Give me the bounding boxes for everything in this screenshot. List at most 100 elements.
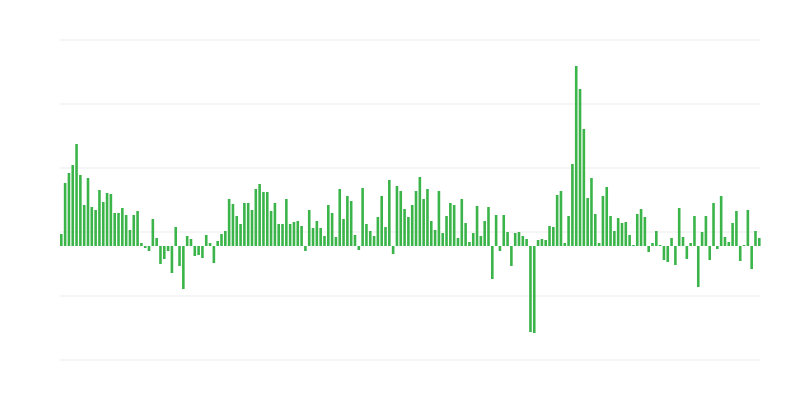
bar	[693, 216, 696, 246]
bar	[571, 164, 574, 246]
bar	[578, 89, 582, 246]
bar	[304, 246, 307, 251]
bar	[643, 217, 647, 246]
bar	[185, 236, 189, 246]
bar	[689, 243, 692, 246]
bar	[197, 246, 200, 255]
bar	[639, 209, 643, 246]
bar	[704, 216, 708, 246]
bar	[281, 224, 284, 246]
bar	[696, 246, 700, 287]
bar	[334, 237, 338, 246]
bar	[742, 245, 746, 246]
bar	[269, 211, 273, 246]
bar	[655, 231, 658, 246]
bar	[227, 199, 231, 246]
bar	[189, 239, 193, 246]
bar	[265, 192, 269, 246]
bar	[193, 246, 197, 256]
bar	[113, 213, 116, 246]
bar	[758, 238, 761, 246]
bar	[296, 221, 300, 246]
bar	[368, 231, 372, 246]
bar	[441, 233, 445, 246]
bar	[220, 234, 223, 246]
bar	[464, 223, 467, 246]
bar	[555, 195, 559, 246]
bar	[616, 218, 620, 246]
bar	[204, 235, 208, 246]
bar	[307, 210, 311, 246]
bar	[754, 231, 757, 246]
bar	[117, 213, 120, 246]
bar	[235, 216, 239, 246]
bar	[670, 238, 673, 246]
bar	[628, 235, 631, 246]
bar	[208, 243, 212, 246]
bar	[346, 196, 349, 246]
bar	[735, 211, 738, 246]
bar	[567, 216, 570, 246]
bar	[635, 214, 639, 246]
bar	[121, 208, 124, 246]
bar	[624, 222, 628, 246]
bar	[708, 246, 712, 260]
bar	[262, 192, 265, 246]
bar	[300, 226, 303, 246]
bar	[647, 246, 650, 252]
bar	[330, 213, 334, 246]
bar	[86, 178, 90, 246]
bar	[559, 191, 563, 246]
bar	[353, 235, 357, 246]
bar	[101, 202, 105, 246]
bar	[544, 240, 547, 246]
bar	[182, 246, 185, 289]
bar	[613, 231, 616, 246]
bar	[79, 175, 82, 246]
bar	[716, 246, 719, 249]
bar	[170, 246, 174, 273]
bar	[365, 224, 368, 246]
bar	[460, 199, 464, 246]
bar	[71, 165, 75, 246]
bar	[395, 186, 399, 246]
bar	[384, 227, 387, 246]
bar	[498, 246, 502, 251]
bar	[700, 232, 704, 246]
bar	[326, 205, 330, 246]
bar	[445, 216, 448, 246]
bar	[632, 245, 635, 246]
bar	[590, 178, 593, 246]
bar	[216, 241, 219, 246]
bar	[609, 216, 612, 246]
bar	[593, 214, 597, 246]
bar	[151, 219, 155, 246]
bar	[491, 246, 494, 279]
bar	[67, 173, 71, 246]
bar	[288, 224, 292, 246]
bar	[582, 129, 586, 246]
bar	[361, 188, 364, 246]
bar	[250, 210, 254, 246]
bar	[212, 246, 216, 263]
bar	[132, 215, 136, 246]
bar	[662, 246, 666, 260]
bar	[109, 194, 113, 246]
bar	[746, 210, 750, 246]
bar	[178, 246, 181, 266]
bar	[620, 223, 624, 246]
bar	[414, 191, 418, 246]
bar	[574, 66, 578, 246]
bar	[494, 215, 498, 246]
bar	[605, 187, 609, 246]
bar	[422, 199, 425, 246]
bar	[166, 246, 170, 251]
bar	[388, 180, 391, 246]
bar	[548, 226, 551, 246]
bar	[399, 191, 403, 246]
bar	[712, 203, 715, 246]
bar	[239, 224, 242, 246]
bar	[124, 215, 128, 246]
bar	[140, 243, 143, 246]
bar	[357, 246, 361, 250]
